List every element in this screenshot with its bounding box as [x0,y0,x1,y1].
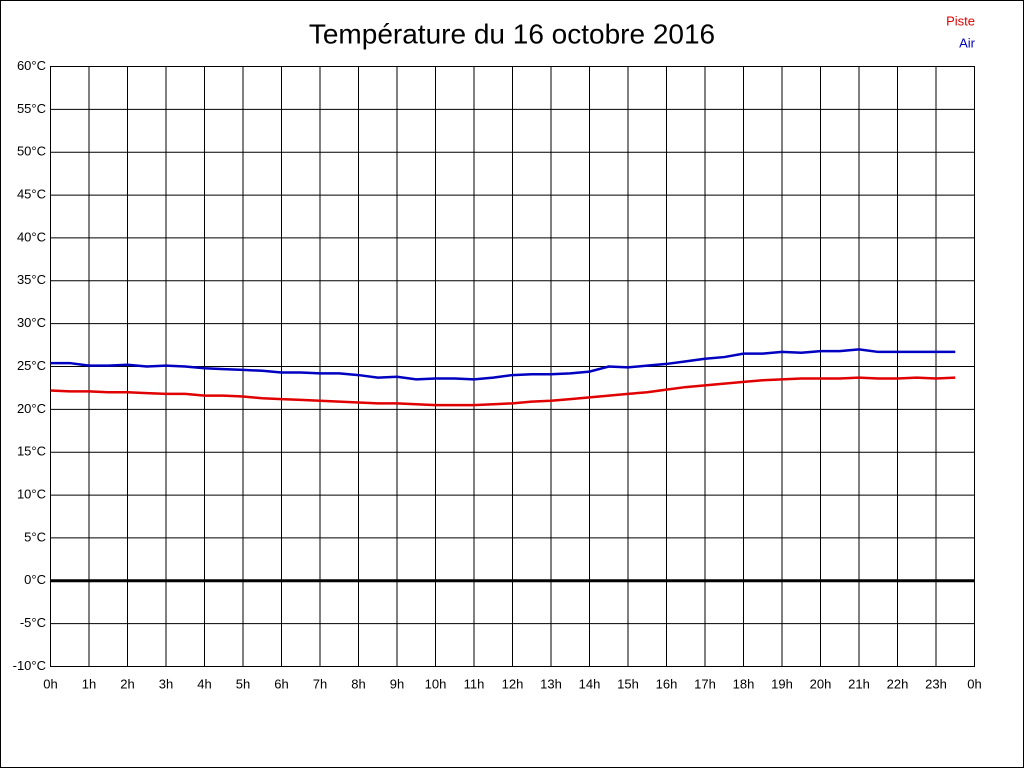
x-tick-label: 7h [313,676,327,691]
x-tick-label: 4h [197,676,211,691]
x-tick-label: 14h [579,676,601,691]
y-tick-label: -5°C [20,615,46,630]
y-tick-label: 35°C [17,272,46,287]
chart-title: Température du 16 octobre 2016 [309,18,715,49]
y-tick-label: 10°C [17,487,46,502]
data-line [50,376,956,407]
x-tick-label: 22h [887,676,909,691]
y-tick-label: 50°C [17,144,46,159]
legend-label: Piste [946,13,975,28]
x-tick-label: 0h [967,676,981,691]
y-tick-label: 15°C [17,444,46,459]
x-tick-label: 3h [159,676,173,691]
x-tick-label: 8h [351,676,365,691]
x-tick-label: 5h [236,676,250,691]
x-tick-label: 2h [120,676,134,691]
x-tick-label: 18h [733,676,755,691]
x-tick-label: 9h [390,676,404,691]
y-tick-label: 5°C [24,529,46,544]
x-tick-label: 16h [656,676,678,691]
x-tick-label: 13h [540,676,562,691]
y-tick-label: 20°C [17,401,46,416]
x-tick-label: 21h [848,676,870,691]
y-tick-label: 55°C [17,101,46,116]
y-tick-label: 30°C [17,315,46,330]
x-tick-label: 23h [925,676,947,691]
y-tick-label: 45°C [17,187,46,202]
x-tick-label: 1h [82,676,96,691]
x-tick-label: 15h [617,676,639,691]
x-tick-label: 17h [694,676,716,691]
x-tick-label: 19h [771,676,793,691]
y-tick-label: -10°C [13,658,46,673]
x-tick-label: 20h [810,676,832,691]
y-tick-label: 60°C [17,58,46,73]
x-tick-label: 11h [464,676,485,691]
y-tick-label: 25°C [17,358,46,373]
x-tick-label: 6h [274,676,288,691]
y-tick-label: 40°C [17,229,46,244]
x-tick-label: 10h [425,676,447,691]
x-tick-label: 12h [502,676,524,691]
y-tick-label: 0°C [24,572,46,587]
legend-label: Air [959,35,976,50]
x-tick-label: 0h [43,676,57,691]
data-line [50,348,956,381]
